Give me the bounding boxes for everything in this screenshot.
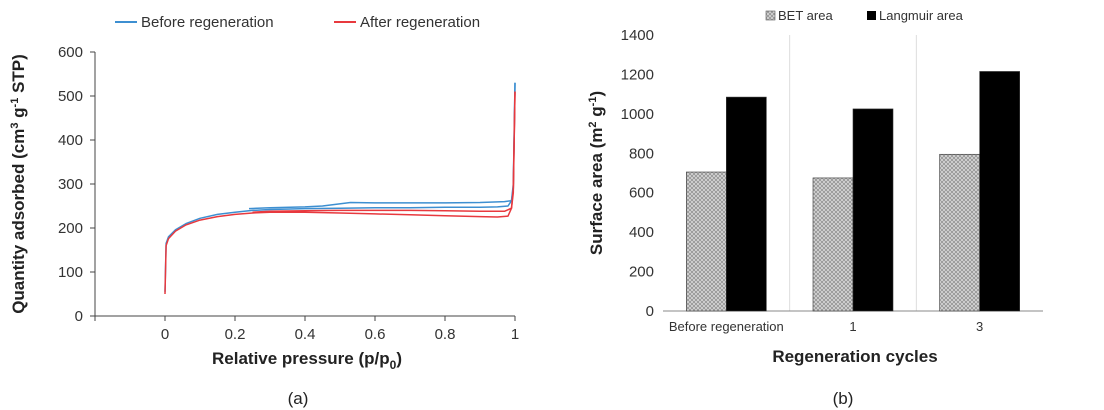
y-tick-label: 200	[629, 264, 654, 281]
y-tick-label: 500	[58, 88, 83, 105]
y-tick-label: 600	[58, 44, 83, 61]
x-tick-label: 0	[161, 326, 169, 343]
y-tick-label: 0	[75, 308, 83, 325]
y-axis-ticks: 0 200 400 600 800 1000 1200 1400	[621, 27, 654, 320]
y-axis-title: Quantity adsorbed (cm3 g-1 STP)	[9, 54, 28, 314]
x-tick-label: 1	[511, 326, 519, 343]
y-tick-label: 1200	[621, 66, 654, 83]
bar-bet-area-1	[812, 177, 854, 312]
panel-label-b: (b)	[833, 389, 854, 408]
bar-bet-area-2	[939, 153, 980, 312]
y-tick-label: 400	[58, 132, 83, 149]
y-tick-label: 100	[58, 264, 83, 281]
series-line-before-regeneration-desorption	[248, 82, 516, 210]
x-tick-label: 0.4	[295, 326, 316, 343]
y-tick-label: 600	[629, 185, 654, 202]
y-tick-label: 1000	[621, 106, 654, 123]
panel-label-a: (a)	[288, 389, 309, 408]
category-separators	[789, 35, 917, 311]
x-axis-ticks: 0 0.2 0.4 0.6 0.8 1	[94, 316, 519, 343]
series-line-after-regeneration-adsorption	[164, 91, 516, 295]
x-axis-category-labels: Before regeneration 1 3	[669, 319, 983, 334]
y-tick-label: 1400	[621, 27, 654, 44]
x-category-label: 3	[976, 319, 983, 334]
legend: BET area Langmuir area	[765, 8, 964, 23]
legend-label-before: Before regeneration	[141, 14, 274, 31]
legend-label-bet: BET area	[778, 8, 833, 23]
bar-langmuir-area-2	[979, 71, 1020, 312]
isotherm-series	[164, 82, 516, 295]
isotherm-chart: Before regeneration After regeneration 0…	[9, 14, 519, 408]
x-tick-label: 0.8	[435, 326, 456, 343]
series-line-before-regeneration-adsorption	[164, 82, 516, 292]
y-tick-label: 0	[646, 303, 654, 320]
y-axis-title: Surface area (m2 g-1)	[587, 91, 606, 255]
x-axis-title: Regeneration cycles	[772, 347, 937, 366]
y-tick-label: 800	[629, 145, 654, 162]
x-category-label: 1	[849, 319, 856, 334]
x-tick-label: 0.6	[365, 326, 386, 343]
bar-langmuir-area-0	[726, 96, 767, 312]
legend: Before regeneration After regeneration	[115, 14, 480, 31]
legend-label-after: After regeneration	[360, 14, 480, 31]
legend-label-langmuir: Langmuir area	[879, 8, 964, 23]
legend-swatch-bet	[765, 10, 776, 21]
y-tick-label: 300	[58, 176, 83, 193]
x-tick-label: 0.2	[225, 326, 246, 343]
y-axis-ticks: 0 100 200 300 400 500 600	[58, 44, 95, 325]
bars	[686, 71, 1020, 312]
x-axis-title: Relative pressure (p/p0)	[212, 349, 402, 372]
legend-swatch-langmuir	[867, 11, 876, 20]
surface-area-chart: BET area Langmuir area 0 200 400 600 800 1000…	[587, 8, 1043, 408]
bar-langmuir-area-1	[852, 108, 894, 312]
x-category-label: Before regeneration	[669, 319, 784, 334]
y-tick-label: 200	[58, 220, 83, 237]
bar-bet-area-0	[686, 171, 727, 312]
series-line-after-regeneration-desorption	[252, 91, 516, 213]
y-tick-label: 400	[629, 224, 654, 241]
